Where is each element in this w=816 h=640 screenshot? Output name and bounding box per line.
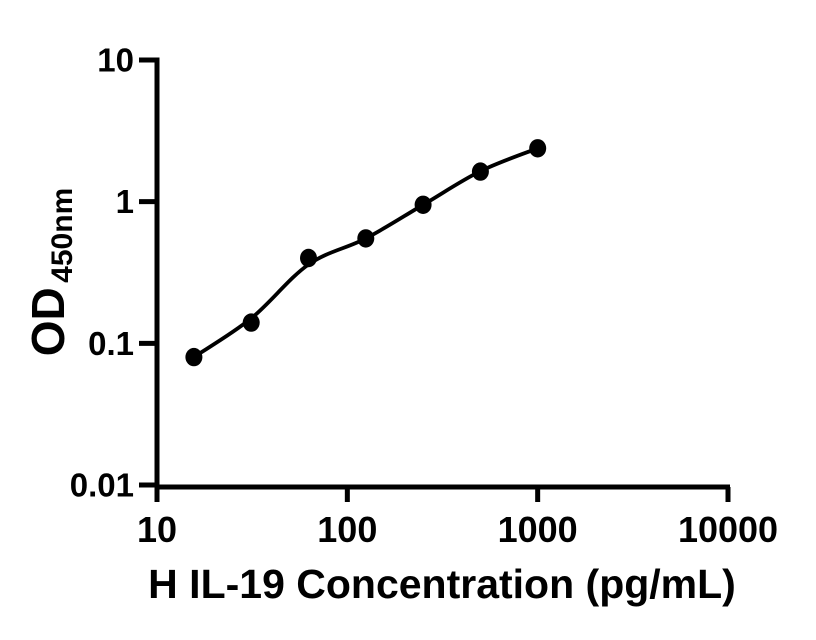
y-tick-label: 0.01 [70, 467, 134, 504]
data-point [300, 248, 317, 268]
x-axis-label: H IL-19 Concentration (pg/mL) [148, 561, 736, 607]
y-axis-tick-labels: 10 1 0.1 0.01 [70, 42, 134, 504]
data-point [471, 162, 489, 181]
data-point [185, 347, 203, 367]
y-axis-ticks [139, 57, 157, 488]
data-point [414, 195, 432, 214]
y-axis-label-subscript: 450nm [46, 188, 79, 283]
x-axis: 10 100 1000 10000 [137, 484, 778, 550]
x-axis-tick-labels: 10 100 1000 10000 [137, 509, 778, 550]
y-tick-label: 1 [116, 183, 134, 220]
y-axis-label-main: OD [22, 287, 74, 356]
x-tick-label: 10000 [678, 509, 778, 550]
x-axis-ticks [154, 487, 731, 502]
data-point [242, 313, 260, 332]
y-axis: 10 1 0.1 0.01 [70, 42, 160, 504]
y-axis-label: OD 450nm [22, 188, 79, 357]
y-tick-label: 0.1 [88, 325, 134, 362]
x-tick-label: 1000 [498, 509, 578, 550]
x-tick-label: 100 [317, 509, 377, 550]
y-tick-label: 10 [97, 42, 134, 79]
data-points-group [185, 139, 547, 367]
x-tick-label: 10 [137, 509, 177, 550]
data-point [357, 229, 375, 248]
data-point [529, 139, 547, 158]
